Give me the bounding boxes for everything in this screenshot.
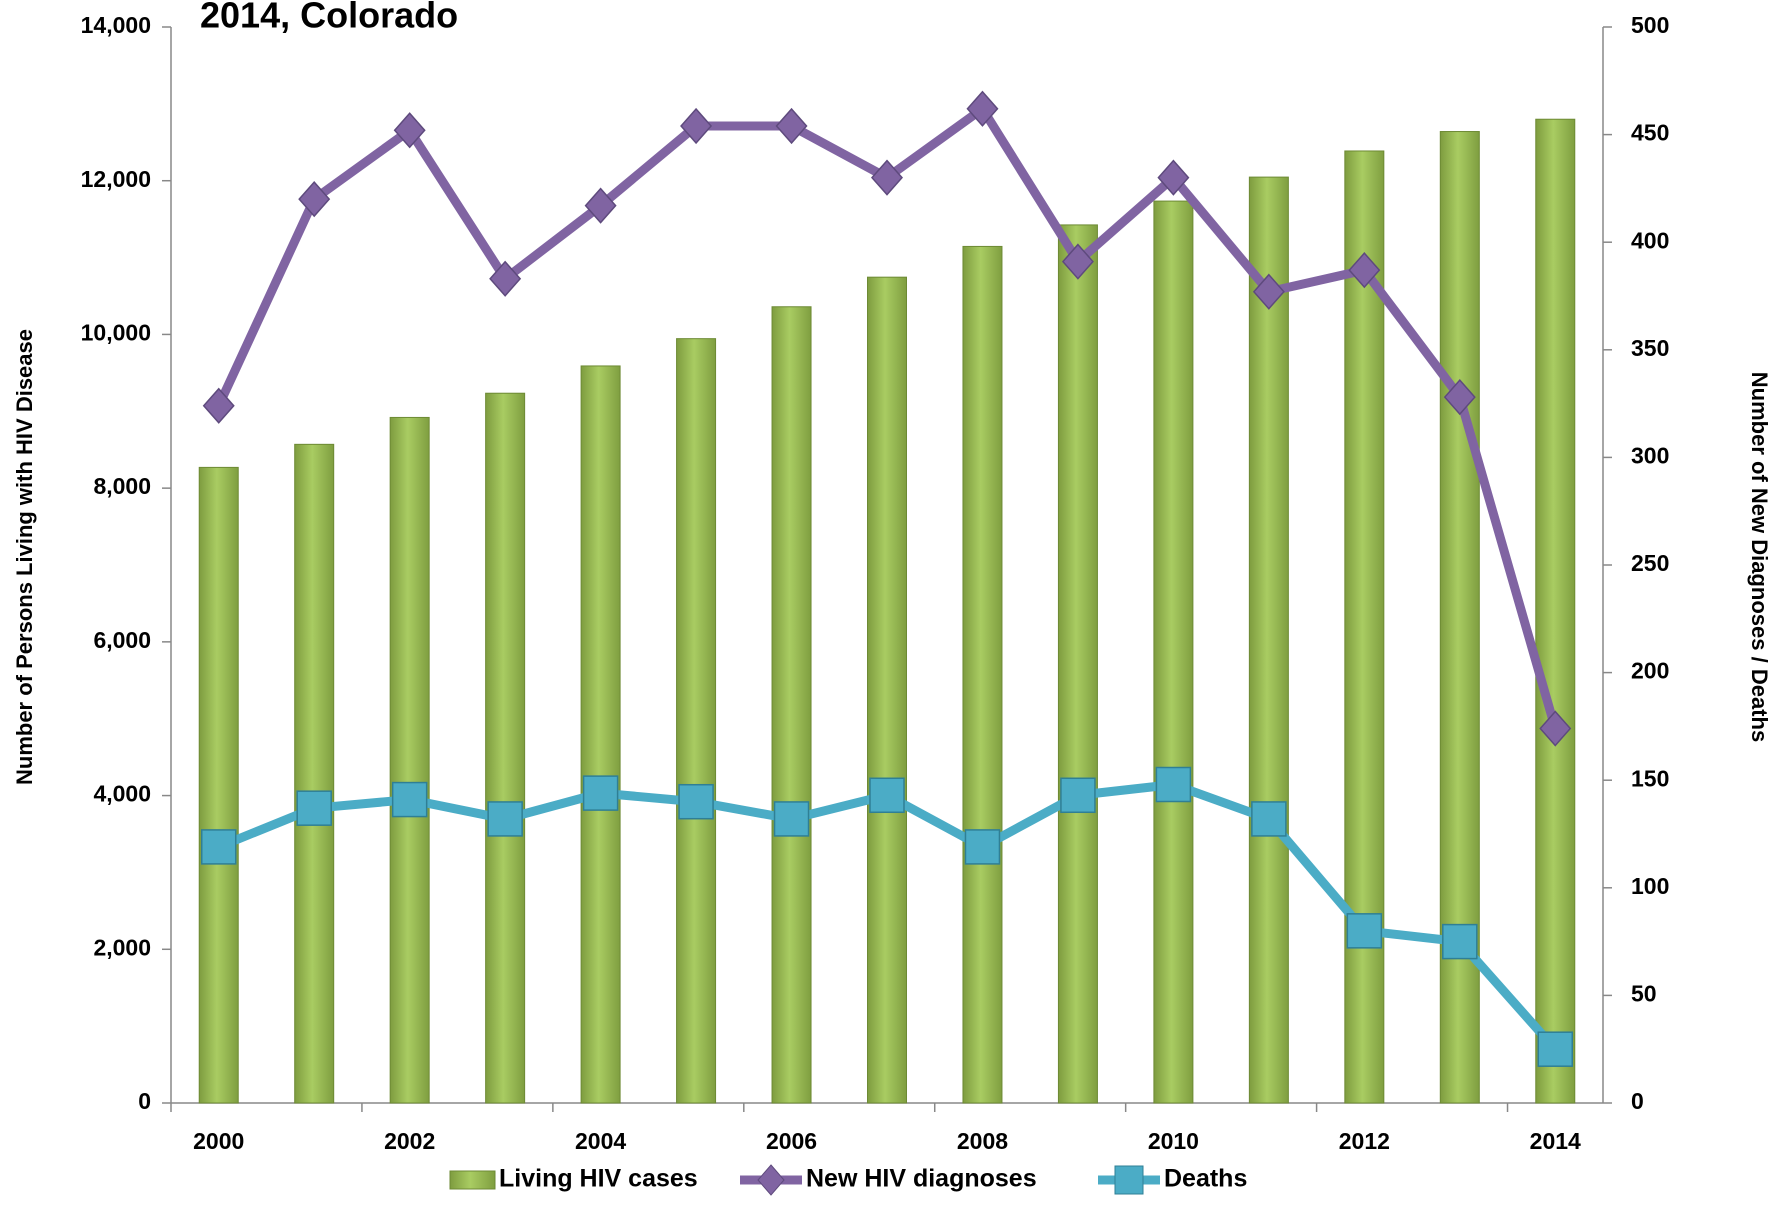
y2-tick-label: 0 xyxy=(1631,1088,1644,1114)
y-tick-label: 2,000 xyxy=(93,934,151,960)
y-axis-label: Number of Persons Living with HIV Diseas… xyxy=(12,329,37,785)
bar xyxy=(962,245,1003,1104)
marker xyxy=(489,260,522,297)
marker xyxy=(1157,159,1190,196)
legend-label: Living HIV cases xyxy=(499,1165,698,1193)
y2-tick-label: 50 xyxy=(1631,980,1657,1006)
y-tick-label: 10,000 xyxy=(81,320,151,346)
bar xyxy=(771,306,812,1104)
marker xyxy=(391,781,428,818)
x-tick-label: 2012 xyxy=(1339,1128,1390,1154)
y2-tick-label: 150 xyxy=(1631,765,1669,791)
y2-tick-label: 100 xyxy=(1631,873,1669,899)
bar xyxy=(485,392,526,1104)
marker xyxy=(678,783,714,820)
x-tick-label: 2008 xyxy=(957,1128,1008,1154)
y-tick-label: 6,000 xyxy=(93,627,151,653)
bar xyxy=(676,338,717,1104)
x-tick-label: 2014 xyxy=(1530,1128,1581,1154)
marker xyxy=(1060,777,1096,814)
y2-tick-label: 450 xyxy=(1631,120,1669,146)
marker xyxy=(1346,913,1383,949)
y2-tick-label: 250 xyxy=(1631,550,1669,576)
marker xyxy=(966,90,999,127)
x-tick-label: 2000 xyxy=(193,1128,244,1154)
marker xyxy=(202,387,235,424)
bar xyxy=(1248,176,1289,1104)
y-tick-label: 8,000 xyxy=(93,473,151,499)
marker xyxy=(1061,243,1094,280)
y2-tick-label: 200 xyxy=(1631,658,1669,684)
marker xyxy=(870,159,904,196)
legend-marker xyxy=(757,1164,785,1196)
chart-title: 2014, Colorado xyxy=(200,0,458,36)
marker xyxy=(1348,252,1381,289)
marker xyxy=(298,181,331,218)
y-tick-label: 4,000 xyxy=(93,781,151,807)
marker xyxy=(393,112,426,149)
marker xyxy=(1251,801,1287,837)
bar xyxy=(867,276,907,1104)
bar xyxy=(580,365,621,1104)
y2-axis-label: Number of New Diagnoses / Deaths xyxy=(1747,372,1772,742)
y-tick-label: 12,000 xyxy=(81,166,151,192)
bar xyxy=(1535,118,1576,1104)
bar xyxy=(294,443,335,1104)
y2-tick-label: 300 xyxy=(1631,442,1669,468)
x-tick-label: 2004 xyxy=(575,1128,626,1154)
legend-swatch xyxy=(449,1170,496,1190)
marker xyxy=(296,790,332,826)
bar xyxy=(1057,224,1098,1104)
marker xyxy=(1443,379,1476,416)
y2-tick-label: 350 xyxy=(1631,335,1669,361)
bar xyxy=(1153,200,1194,1104)
marker xyxy=(1537,1031,1574,1067)
y-tick-label: 14,000 xyxy=(81,12,151,38)
bar xyxy=(389,416,430,1104)
y2-tick-label: 500 xyxy=(1631,12,1669,38)
x-tick-label: 2002 xyxy=(384,1128,435,1154)
marker xyxy=(584,187,617,224)
bar xyxy=(198,466,239,1104)
marker xyxy=(869,777,905,814)
marker xyxy=(487,801,523,837)
legend-marker xyxy=(1114,1165,1144,1195)
marker xyxy=(1155,766,1192,803)
x-tick-label: 2010 xyxy=(1148,1128,1199,1154)
marker xyxy=(582,775,619,811)
marker xyxy=(964,829,1001,865)
marker xyxy=(1539,710,1572,747)
legend-label: New HIV diagnoses xyxy=(806,1165,1037,1193)
marker xyxy=(773,801,810,837)
marker xyxy=(1252,273,1285,310)
marker xyxy=(775,107,808,145)
y2-tick-label: 400 xyxy=(1631,227,1669,253)
marker xyxy=(680,107,713,145)
marker xyxy=(200,829,237,865)
marker xyxy=(1442,923,1478,960)
x-tick-label: 2006 xyxy=(766,1128,817,1154)
y-tick-label: 0 xyxy=(138,1088,151,1114)
legend-label: Deaths xyxy=(1164,1165,1247,1193)
